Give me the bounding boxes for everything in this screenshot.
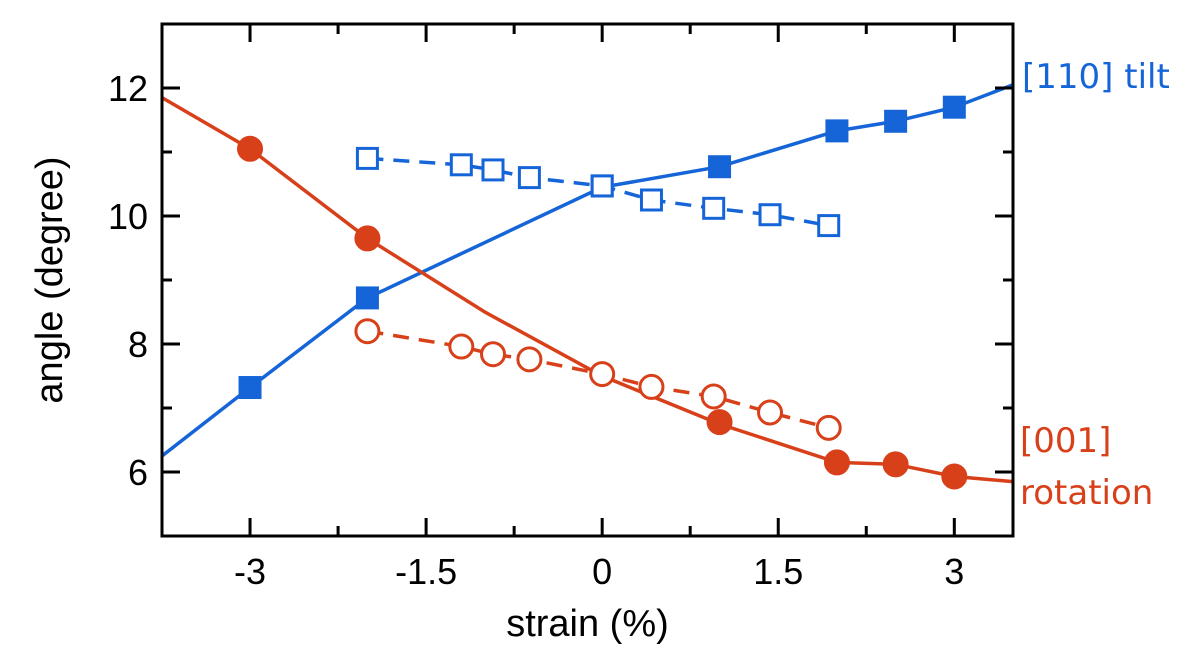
data-point-110-tilt-open bbox=[639, 188, 663, 212]
series-label: [001] bbox=[1020, 421, 1111, 461]
series-001-rotation bbox=[162, 96, 1013, 490]
data-point-110-tilt-open bbox=[817, 214, 841, 238]
data-point-001-rotation-open bbox=[757, 399, 784, 426]
y-axis-title: angle (degree) bbox=[29, 156, 71, 403]
data-point-001-rotation-open bbox=[448, 333, 475, 360]
y-tick-label: 12 bbox=[108, 68, 148, 109]
data-point-110-tilt bbox=[942, 95, 966, 119]
x-tick-label: 1.5 bbox=[753, 551, 803, 592]
series-line-110-tilt bbox=[162, 83, 1013, 458]
data-point-001-rotation bbox=[823, 449, 850, 476]
data-point-001-rotation bbox=[354, 225, 381, 252]
data-point-001-rotation-open bbox=[700, 383, 727, 410]
data-point-001-rotation bbox=[237, 135, 264, 162]
data-point-110-tilt bbox=[825, 119, 849, 143]
series-line-001-rotation bbox=[162, 96, 1013, 484]
series-label: rotation bbox=[1020, 473, 1153, 513]
x-axis: -3 -1.5 0 1.5 3 bbox=[160, 24, 964, 592]
data-point-110-tilt bbox=[238, 376, 262, 400]
data-point-001-rotation-open bbox=[354, 318, 381, 345]
data-point-110-tilt-open bbox=[702, 196, 726, 220]
y-tick-label: 8 bbox=[128, 324, 148, 365]
y-tick-label: 10 bbox=[108, 196, 148, 237]
data-point-001-rotation-open bbox=[516, 346, 543, 373]
data-point-001-rotation-open bbox=[480, 341, 507, 368]
y-tick-label: 6 bbox=[128, 452, 148, 493]
data-point-110-tilt bbox=[884, 109, 908, 133]
series-001-rotation-open bbox=[354, 318, 842, 441]
data-point-001-rotation-open bbox=[589, 361, 616, 388]
data-point-110-tilt-open bbox=[481, 158, 505, 182]
data-point-001-rotation bbox=[941, 463, 968, 490]
x-tick-label: -1.5 bbox=[395, 551, 457, 592]
x-axis-title: strain (%) bbox=[506, 603, 669, 645]
x-tick-label: -3 bbox=[234, 551, 266, 592]
data-point-110-tilt-open bbox=[355, 146, 379, 170]
x-tick-label: 0 bbox=[592, 551, 612, 592]
data-point-001-rotation bbox=[706, 409, 733, 436]
data-point-110-tilt bbox=[708, 155, 732, 179]
data-point-110-tilt-open bbox=[758, 203, 782, 227]
series-layer bbox=[162, 83, 1013, 490]
x-tick-label: 3 bbox=[944, 551, 964, 592]
data-point-001-rotation-open bbox=[638, 373, 665, 400]
data-point-110-tilt-open bbox=[590, 174, 614, 198]
series-labels: [110] tilt [001] rotation bbox=[1020, 57, 1170, 513]
series-110-tilt bbox=[162, 83, 1013, 458]
series-110-tilt-open bbox=[355, 146, 841, 238]
y-axis: 6 8 10 12 bbox=[108, 22, 1013, 538]
data-point-110-tilt-open bbox=[449, 153, 473, 177]
series-label: [110] tilt bbox=[1022, 57, 1170, 97]
data-point-110-tilt-open bbox=[517, 166, 541, 190]
data-point-001-rotation bbox=[882, 451, 909, 478]
data-point-110-tilt bbox=[355, 286, 379, 310]
data-point-001-rotation-open bbox=[815, 414, 842, 441]
